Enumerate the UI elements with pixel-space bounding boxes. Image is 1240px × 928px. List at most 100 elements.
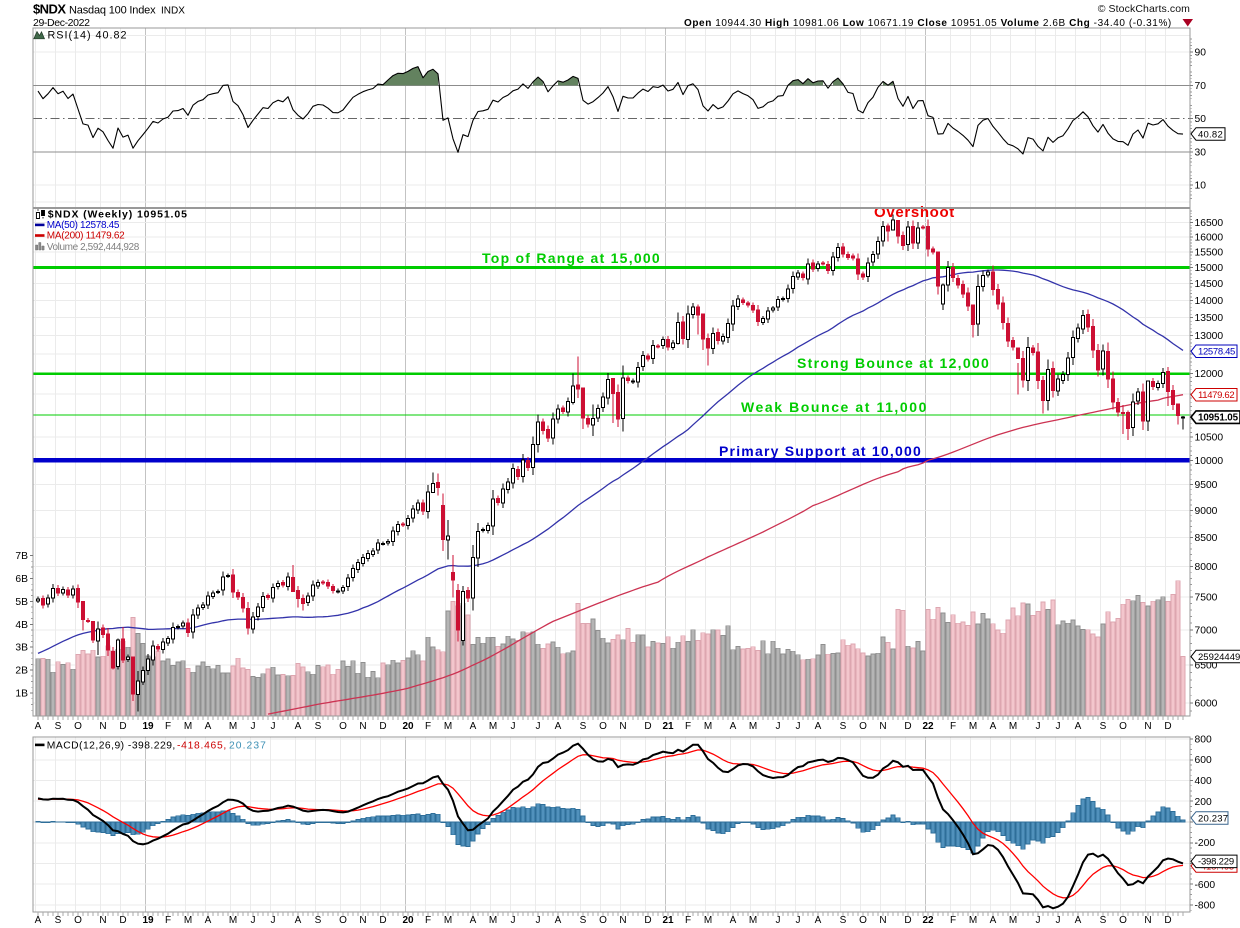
svg-text:MA(200) 11479.62: MA(200) 11479.62 xyxy=(47,231,125,242)
svg-text:M: M xyxy=(184,915,192,926)
svg-text:INDX: INDX xyxy=(161,6,185,17)
svg-text:20.237: 20.237 xyxy=(229,740,267,751)
svg-text:20.237: 20.237 xyxy=(1198,813,1228,824)
svg-text:M: M xyxy=(969,915,977,926)
svg-text:O: O xyxy=(339,721,347,732)
svg-text:5B: 5B xyxy=(15,597,28,608)
svg-text:2592444928: 2592444928 xyxy=(1198,652,1240,663)
svg-text:14000: 14000 xyxy=(1195,296,1224,307)
svg-text:6B: 6B xyxy=(15,574,28,585)
svg-text:14500: 14500 xyxy=(1195,279,1224,290)
svg-text:A: A xyxy=(1075,721,1082,732)
svg-text:Volume 2,592,444,928: Volume 2,592,444,928 xyxy=(47,242,140,253)
svg-text:M: M xyxy=(444,721,452,732)
svg-text:J: J xyxy=(1056,915,1061,926)
svg-text:A: A xyxy=(470,721,477,732)
svg-text:Strong Bounce at 12,000: Strong Bounce at 12,000 xyxy=(797,355,990,371)
svg-text:$NDX: $NDX xyxy=(33,2,66,17)
svg-text:F: F xyxy=(950,721,956,732)
svg-text:J: J xyxy=(796,721,801,732)
svg-text:12000: 12000 xyxy=(1195,369,1224,380)
svg-text:15000: 15000 xyxy=(1195,263,1224,274)
svg-text:200: 200 xyxy=(1195,797,1212,808)
svg-text:15500: 15500 xyxy=(1195,248,1224,259)
svg-text:9500: 9500 xyxy=(1195,480,1218,491)
svg-text:J: J xyxy=(776,721,781,732)
svg-text:2B: 2B xyxy=(15,666,28,677)
svg-text:M: M xyxy=(969,721,977,732)
svg-text:70: 70 xyxy=(1195,81,1207,92)
svg-text:11479.62: 11479.62 xyxy=(1198,390,1234,401)
svg-text:M: M xyxy=(704,915,712,926)
svg-text:O: O xyxy=(1119,721,1127,732)
svg-text:MA(50) 12578.45: MA(50) 12578.45 xyxy=(47,220,120,231)
svg-text:O: O xyxy=(1119,915,1127,926)
svg-text:J: J xyxy=(271,721,276,732)
svg-text:A: A xyxy=(295,721,302,732)
svg-text:J: J xyxy=(271,915,276,926)
svg-text:N: N xyxy=(619,915,626,926)
svg-text:J: J xyxy=(1036,915,1041,926)
svg-text:12578.45: 12578.45 xyxy=(1198,347,1235,358)
svg-text:A: A xyxy=(295,915,302,926)
svg-text:7B: 7B xyxy=(15,551,28,562)
svg-text:S: S xyxy=(580,721,587,732)
svg-text:O: O xyxy=(339,915,347,926)
svg-text:F: F xyxy=(165,721,171,732)
svg-text:40.82: 40.82 xyxy=(1198,129,1223,140)
svg-text:N: N xyxy=(1144,721,1151,732)
svg-text:M: M xyxy=(229,721,237,732)
svg-text:S: S xyxy=(55,915,62,926)
svg-text:19: 19 xyxy=(142,915,154,926)
svg-text:3B: 3B xyxy=(15,643,28,654)
svg-text:N: N xyxy=(359,721,366,732)
svg-text:-418.465,: -418.465, xyxy=(177,740,227,751)
svg-text:O: O xyxy=(74,721,82,732)
svg-text:6000: 6000 xyxy=(1195,699,1218,710)
svg-text:9000: 9000 xyxy=(1195,506,1218,517)
svg-text:J: J xyxy=(251,915,256,926)
svg-text:10000: 10000 xyxy=(1195,456,1224,467)
svg-text:Open 10944.30 High 10981.06: Open 10944.30 High 10981.06 Low 10671.19… xyxy=(684,18,1172,29)
svg-text:50: 50 xyxy=(1195,114,1207,125)
svg-text:16500: 16500 xyxy=(1195,218,1224,229)
svg-text:A: A xyxy=(470,915,477,926)
svg-text:D: D xyxy=(1164,915,1171,926)
svg-text:A: A xyxy=(730,721,737,732)
svg-text:J: J xyxy=(251,721,256,732)
svg-text:A: A xyxy=(555,915,562,926)
svg-text:22: 22 xyxy=(922,915,934,926)
svg-text:O: O xyxy=(859,915,867,926)
svg-text:4B: 4B xyxy=(15,620,28,631)
svg-text:S: S xyxy=(1100,915,1107,926)
svg-text:N: N xyxy=(359,915,366,926)
svg-text:O: O xyxy=(599,721,607,732)
svg-text:A: A xyxy=(730,915,737,926)
svg-text:S: S xyxy=(315,721,322,732)
svg-text:$NDX (Weekly) 10951.05: $NDX (Weekly) 10951.05 xyxy=(48,209,188,221)
svg-text:F: F xyxy=(685,915,691,926)
svg-text:8000: 8000 xyxy=(1195,562,1218,573)
svg-text:F: F xyxy=(685,721,691,732)
svg-text:Primary Support at 10,000: Primary Support at 10,000 xyxy=(719,443,922,459)
svg-text:N: N xyxy=(879,721,886,732)
svg-text:30: 30 xyxy=(1195,147,1207,158)
svg-text:J: J xyxy=(511,915,516,926)
svg-text:M: M xyxy=(229,915,237,926)
svg-text:© StockCharts.com: © StockCharts.com xyxy=(1098,3,1190,15)
svg-text:D: D xyxy=(904,915,911,926)
svg-text:D: D xyxy=(379,721,386,732)
svg-text:RSI(14) 40.82: RSI(14) 40.82 xyxy=(48,30,128,42)
svg-text:800: 800 xyxy=(1195,735,1212,746)
svg-text:N: N xyxy=(99,915,106,926)
svg-text:13500: 13500 xyxy=(1195,313,1224,324)
svg-text:M: M xyxy=(1009,915,1017,926)
svg-text:A: A xyxy=(205,721,212,732)
svg-text:J: J xyxy=(536,915,541,926)
svg-text:M: M xyxy=(749,915,757,926)
svg-text:M: M xyxy=(489,915,497,926)
svg-text:D: D xyxy=(644,915,651,926)
svg-text:8500: 8500 xyxy=(1195,533,1218,544)
svg-text:A: A xyxy=(990,721,997,732)
svg-text:22: 22 xyxy=(922,721,934,732)
